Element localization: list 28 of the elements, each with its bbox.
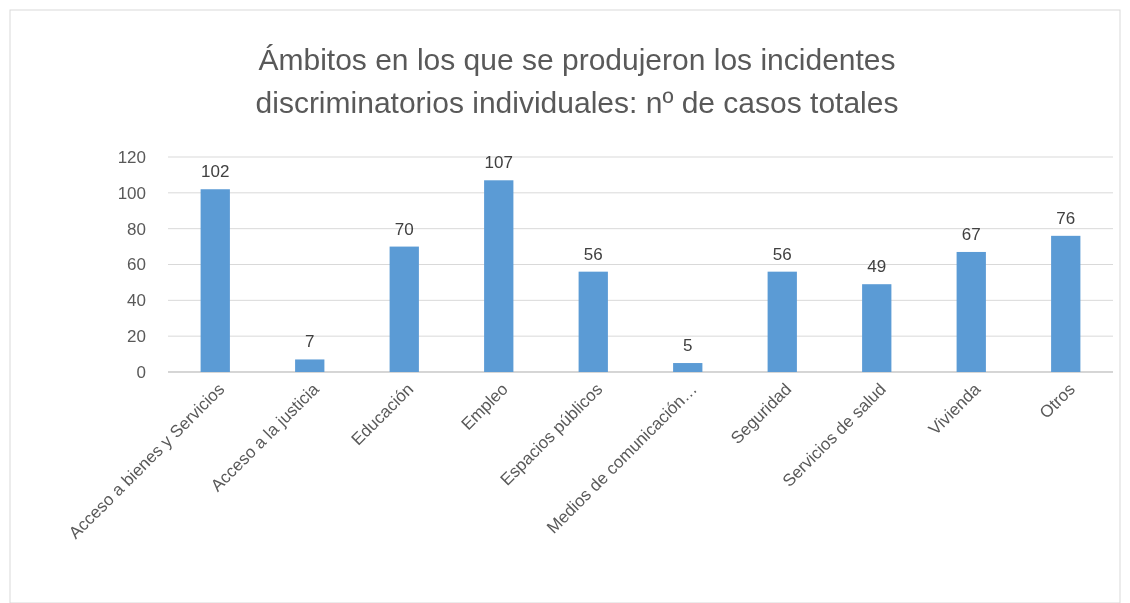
bar [295, 359, 325, 372]
y-tick-label: 100 [117, 183, 146, 203]
y-tick-label: 80 [127, 219, 146, 239]
bar [767, 271, 797, 372]
bar [862, 284, 892, 372]
bar [200, 189, 230, 372]
y-tick-label: 0 [136, 362, 146, 382]
y-tick-label: 120 [117, 147, 146, 167]
chart-title: Ámbitos en los que se produjeron los incidentes discriminatorios individuales: nº de casos totales [255, 43, 899, 119]
data-label: 67 [961, 224, 981, 244]
data-label: 7 [305, 332, 315, 352]
data-label: 70 [394, 219, 414, 239]
bar [1051, 235, 1081, 372]
bar [956, 251, 986, 372]
data-label: 5 [683, 336, 693, 356]
data-label: 107 [484, 153, 513, 173]
data-label: 76 [1056, 208, 1076, 228]
bar [389, 246, 419, 372]
y-tick-label: 60 [127, 255, 146, 275]
data-label: 56 [583, 244, 603, 264]
bar [578, 271, 608, 372]
data-label: 102 [201, 162, 230, 182]
y-tick-label: 20 [127, 327, 146, 347]
y-tick-label: 40 [127, 291, 146, 311]
bar [484, 180, 514, 372]
data-label: 49 [867, 257, 887, 277]
bar [673, 363, 703, 372]
data-label: 56 [772, 244, 792, 264]
